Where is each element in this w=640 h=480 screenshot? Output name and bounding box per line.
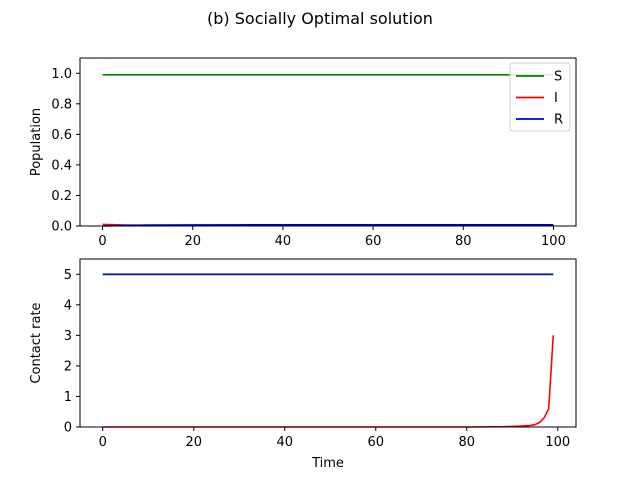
- x-tick-label: 40: [275, 234, 292, 249]
- y-tick-label: 5: [64, 268, 72, 283]
- x-tick-label: 100: [541, 234, 566, 249]
- legend: SIR: [509, 62, 571, 132]
- y-tick-label: 0.8: [51, 97, 72, 112]
- x-tick-label: 60: [365, 234, 382, 249]
- y-tick-label: 0.0: [51, 220, 72, 235]
- axes-frame: [79, 57, 577, 227]
- x-tick-label: 40: [276, 435, 293, 450]
- y-tick-label: 4: [64, 298, 72, 313]
- y-tick-label: 0.6: [51, 128, 72, 143]
- subplot-2: 0 20 40 60 80 100 0 1 2 3 4 5 Contact rate Time: [29, 258, 577, 471]
- figure-title: (b) Socially Optimal solution: [207, 9, 433, 28]
- x-tick-label: 80: [459, 435, 476, 450]
- y-axis-label: Population: [29, 108, 44, 176]
- subplot-1: 0 20 40 60 80 100 0.0 0.2 0.4 0.6 0.8 1.0 Population…: [29, 57, 577, 249]
- x-tick-label: 0: [98, 234, 106, 249]
- x-tick-label: 20: [185, 435, 202, 450]
- y-tick-label: 0.2: [51, 189, 72, 204]
- y-axis-label: Contact rate: [29, 302, 44, 383]
- legend-label-i: I: [554, 91, 558, 106]
- y-tick-label: 0: [64, 421, 72, 436]
- x-axis-label: Time: [311, 456, 344, 471]
- x-tick-label: 20: [184, 234, 201, 249]
- x-tick-label: 60: [368, 435, 385, 450]
- legend-label-r: R: [554, 113, 563, 128]
- series-line-r: [102, 223, 554, 227]
- y-tick-label: 2: [64, 359, 72, 374]
- axes-frame: [79, 258, 577, 428]
- x-tick-label: 0: [99, 435, 107, 450]
- legend-label-s: S: [554, 70, 562, 85]
- series-line-series-3: [102, 335, 555, 428]
- y-tick-label: 1.0: [51, 67, 72, 82]
- x-tick-label: 80: [455, 234, 472, 249]
- x-tick-label: 100: [545, 435, 570, 450]
- y-tick-label: 3: [64, 329, 72, 344]
- y-tick-label: 1: [64, 390, 72, 405]
- y-tick-label: 0.4: [51, 158, 72, 173]
